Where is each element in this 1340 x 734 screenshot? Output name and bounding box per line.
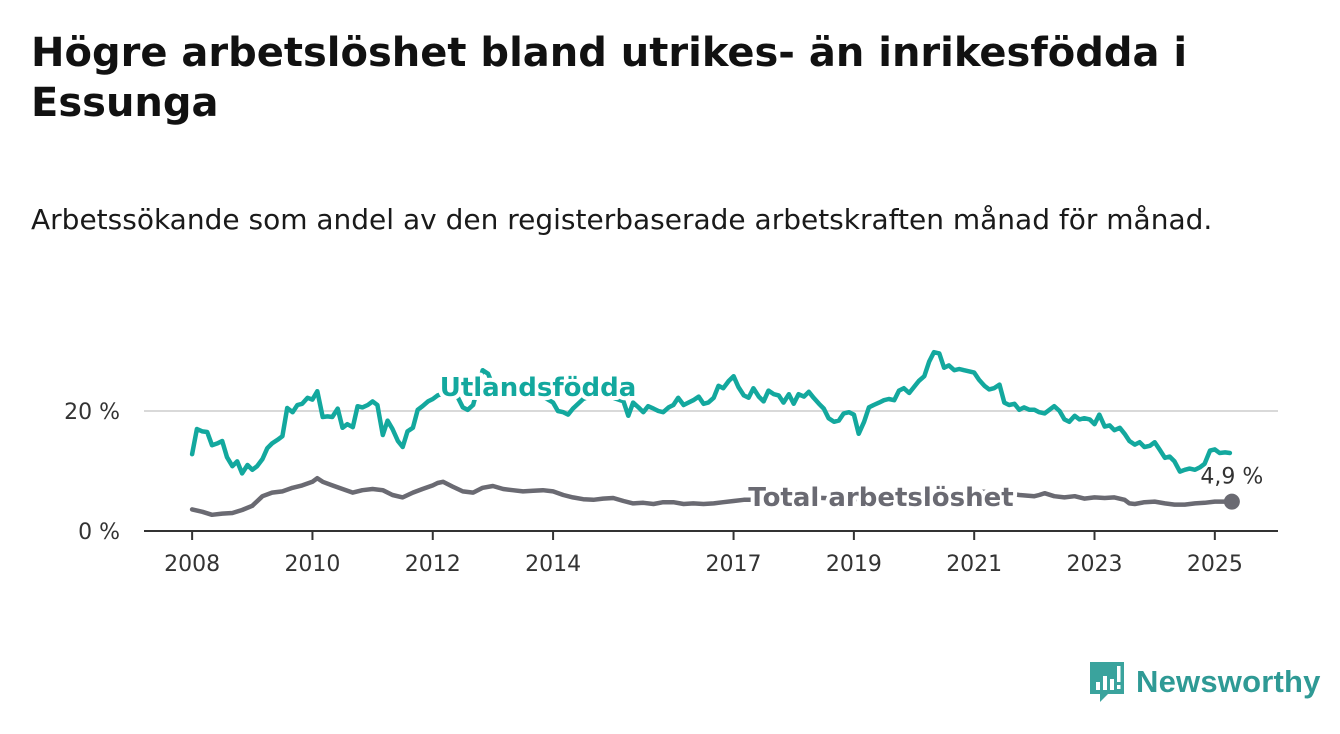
y-tick-label: 20 % (64, 400, 120, 425)
x-tick-label: 2010 (284, 552, 340, 577)
end-point-marker (1223, 493, 1240, 510)
chart-subtitle: Arbetssökande som andel av den registerb… (31, 203, 1213, 236)
series-line-utlandsfodda (189, 349, 1233, 476)
x-tick-label: 2023 (1067, 552, 1123, 577)
series-label-halo: Utlandsfödda (440, 373, 637, 403)
end-value-label: 4,9 % (1200, 465, 1263, 490)
newsworthy-logo-text: Newsworthy (1136, 664, 1321, 699)
newsworthy-logo: Newsworthy (1088, 660, 1321, 704)
series-label-total: Total arbetslöshet (748, 483, 1013, 513)
series-label-utlandsfodda: Utlandsfödda (440, 373, 637, 403)
newsworthy-logo-icon (1090, 662, 1124, 702)
y-tick-label: 0 % (78, 520, 120, 545)
x-tick-label: 2012 (405, 552, 461, 577)
series-label-halo: Total arbetslöshet (748, 483, 1013, 513)
x-tick-label: 2008 (164, 552, 220, 577)
x-tick-label: 2019 (826, 552, 882, 577)
series-line-total (189, 475, 1233, 518)
x-tick-label: 2014 (525, 552, 581, 577)
chart-title: Högre arbetslöshet bland utrikes- än inr… (31, 30, 1188, 126)
x-tick-label: 2021 (946, 552, 1002, 577)
x-tick-label: 2017 (706, 552, 762, 577)
x-tick-label: 2025 (1187, 552, 1243, 577)
